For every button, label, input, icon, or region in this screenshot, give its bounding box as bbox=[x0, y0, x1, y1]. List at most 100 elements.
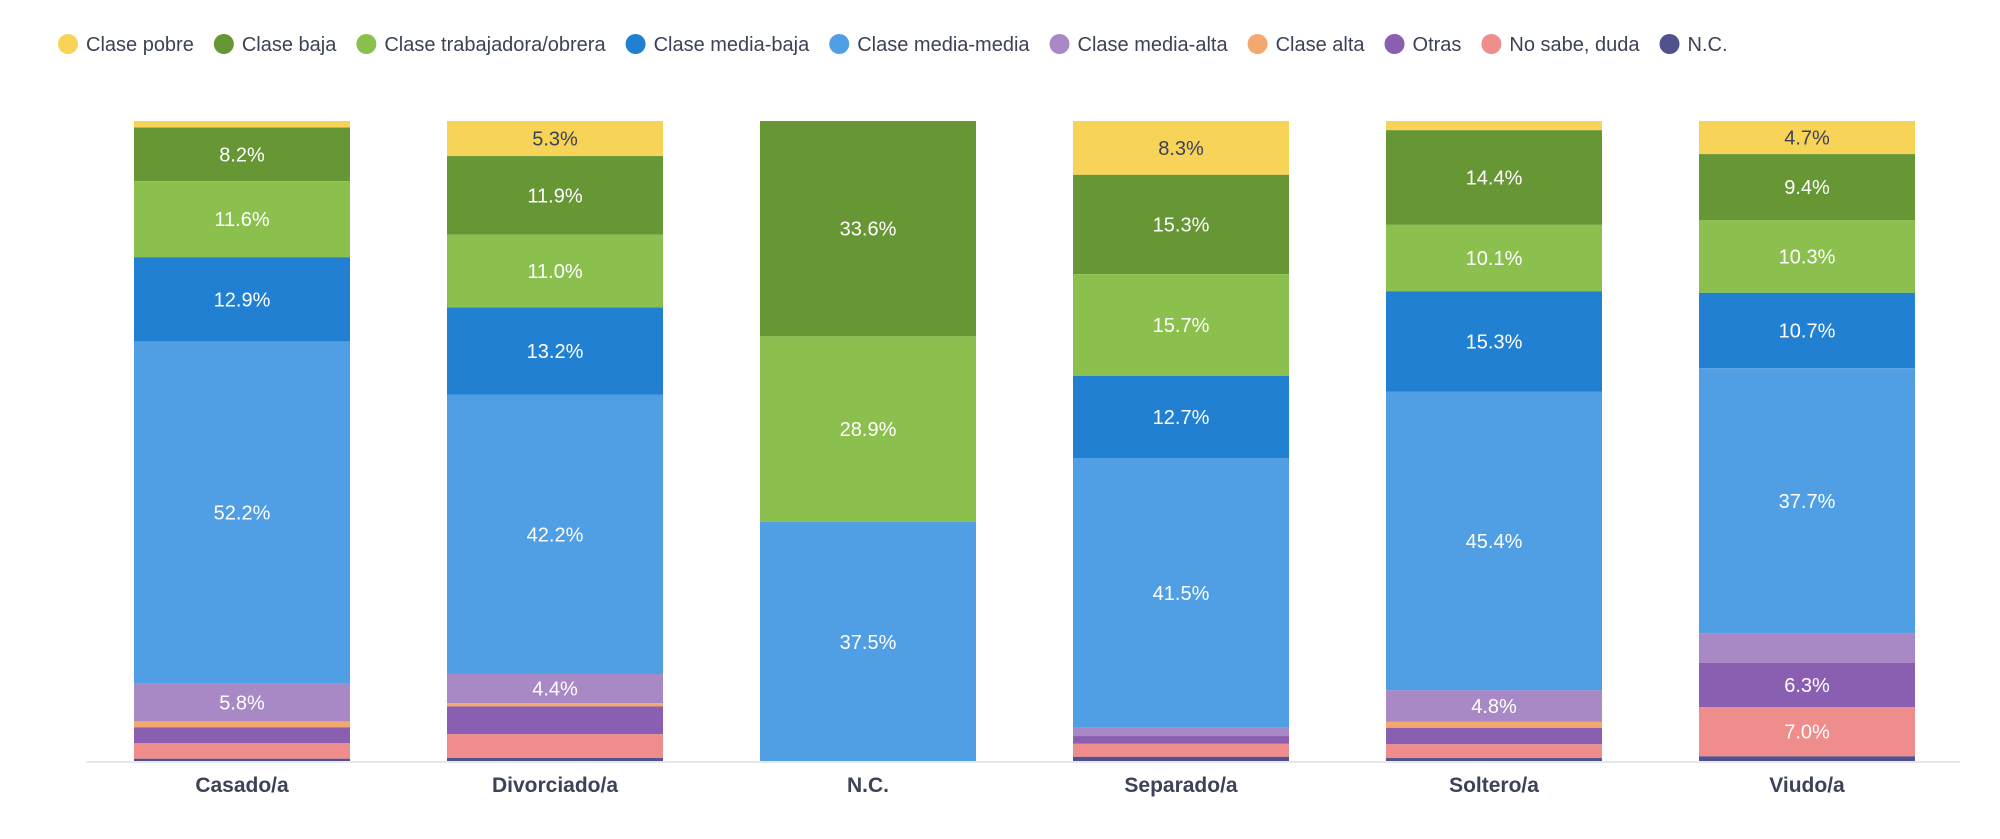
bar-segment-soltero-a-clase-alta[interactable] bbox=[1386, 721, 1602, 728]
legend-item-clase-alta[interactable]: Clase alta bbox=[1247, 34, 1366, 56]
legend-swatch-clase-alta bbox=[1247, 34, 1268, 54]
bar-segment-soltero-a-clase-media-baja[interactable] bbox=[1386, 291, 1602, 392]
bar-segment-separado-a-clase-pobre[interactable] bbox=[1073, 121, 1289, 175]
legend-swatch-clase-baja bbox=[213, 34, 234, 54]
data-label: 37.5% bbox=[840, 632, 897, 654]
bar-segment-casado-a-no-sabe-duda[interactable] bbox=[134, 743, 350, 759]
bar-segment-soltero-a-n-c[interactable] bbox=[1386, 758, 1602, 762]
x-axis-labels: Casado/a Divorciado/a N.C. Separado/a Solter… bbox=[195, 774, 1845, 797]
bar-segment-n-c-clase-baja[interactable] bbox=[760, 121, 976, 337]
bar-segment-divorciado-a-clase-pobre[interactable] bbox=[447, 121, 663, 157]
bar-segment-viudo-a-clase-media-baja[interactable] bbox=[1699, 292, 1915, 369]
bar-segment-viudo-a-otras[interactable] bbox=[1699, 662, 1915, 708]
bar-segment-divorciado-a-clase-alta[interactable] bbox=[447, 703, 663, 707]
bar-segment-separado-a-otras[interactable] bbox=[1073, 736, 1289, 744]
data-label: 4.7% bbox=[1784, 128, 1830, 150]
bar-segment-viudo-a-clase-media-alta[interactable] bbox=[1699, 633, 1915, 663]
legend-item-clase-pobre[interactable]: Clase pobre bbox=[58, 34, 194, 56]
bar-segment-separado-a-clase-media-media[interactable] bbox=[1073, 458, 1289, 728]
legend-item-n-c[interactable]: N.C. bbox=[1659, 34, 1728, 56]
bar-segment-viudo-a-clase-pobre[interactable] bbox=[1699, 121, 1915, 155]
data-label: 4.8% bbox=[1471, 696, 1517, 718]
bar-segment-separado-a-clase-trabajadora-obrera[interactable] bbox=[1073, 274, 1289, 376]
bar-segment-divorciado-a-clase-media-alta[interactable] bbox=[447, 674, 663, 704]
bar-segment-divorciado-a-clase-trabajadora-obrera[interactable] bbox=[447, 234, 663, 308]
data-label: 5.3% bbox=[532, 129, 578, 151]
legend-item-no-sabe-duda[interactable]: No sabe, duda bbox=[1481, 34, 1640, 56]
bar-segment-casado-a-clase-baja[interactable] bbox=[134, 127, 350, 182]
legend-swatch-otras bbox=[1384, 34, 1405, 54]
bar-segment-separado-a-no-sabe-duda[interactable] bbox=[1073, 743, 1289, 757]
legend-label: Clase baja bbox=[242, 34, 337, 56]
bar-segment-separado-a-n-c[interactable] bbox=[1073, 756, 1289, 762]
bar-segment-n-c-clase-trabajadora-obrera[interactable] bbox=[760, 336, 976, 522]
data-label: 42.2% bbox=[527, 524, 584, 546]
bar-segment-separado-a-clase-baja[interactable] bbox=[1073, 174, 1289, 275]
data-label: 52.2% bbox=[214, 503, 271, 525]
data-label: 11.6% bbox=[214, 209, 269, 231]
bar-segment-casado-a-clase-media-alta[interactable] bbox=[134, 683, 350, 722]
legend-label: Otras bbox=[1413, 34, 1462, 56]
bar-group-soltero-a: 14.4% 10.1% 15.3% 45.4% 4.8% bbox=[1386, 121, 1602, 762]
x-tick-label: Viudo/a bbox=[1769, 774, 1845, 797]
legend-label: No sabe, duda bbox=[1509, 34, 1640, 56]
bar-segment-soltero-a-clase-trabajadora-obrera[interactable] bbox=[1386, 224, 1602, 292]
bar-segment-soltero-a-clase-media-media[interactable] bbox=[1386, 391, 1602, 691]
bar-segment-divorciado-a-no-sabe-duda[interactable] bbox=[447, 734, 663, 759]
bar-segment-soltero-a-no-sabe-duda[interactable] bbox=[1386, 744, 1602, 759]
bar-segment-divorciado-a-clase-media-baja[interactable] bbox=[447, 307, 663, 395]
bar-segment-viudo-a-no-sabe-duda[interactable] bbox=[1699, 707, 1915, 757]
bar-segment-casado-a-clase-pobre[interactable] bbox=[134, 121, 350, 128]
legend-swatch-clase-trabajadora-obrera bbox=[356, 34, 377, 54]
bar-segment-casado-a-clase-trabajadora-obrera[interactable] bbox=[134, 181, 350, 258]
bar-segment-viudo-a-n-c[interactable] bbox=[1699, 756, 1915, 762]
bar-segment-divorciado-a-clase-media-media[interactable] bbox=[447, 394, 663, 675]
bar-segment-casado-a-clase-media-media[interactable] bbox=[134, 341, 350, 684]
legend-item-clase-media-baja[interactable]: Clase media-baja bbox=[625, 34, 811, 56]
data-label: 8.3% bbox=[1158, 138, 1204, 160]
x-tick-label: Divorciado/a bbox=[492, 774, 618, 797]
bar-segment-n-c-clase-media-media[interactable] bbox=[760, 521, 976, 762]
bar-segment-soltero-a-clase-pobre[interactable] bbox=[1386, 121, 1602, 131]
legend-label: Clase media-media bbox=[857, 34, 1030, 56]
legend-swatch-clase-media-baja bbox=[625, 34, 646, 54]
x-tick-label: Casado/a bbox=[195, 774, 289, 797]
bar-group-casado-a: 8.2% 11.6% 12.9% 52.2% 5.8% bbox=[134, 121, 350, 762]
data-label: 5.8% bbox=[219, 692, 265, 714]
x-tick-label: Separado/a bbox=[1124, 774, 1238, 797]
legend-swatch-n-c bbox=[1659, 34, 1680, 54]
bar-segment-soltero-a-clase-media-alta[interactable] bbox=[1386, 690, 1602, 722]
legend-label: Clase alta bbox=[1276, 34, 1366, 56]
bar-group-viudo-a: 4.7% 9.4% 10.3% 10.7% 37.7% 6.3% 7.0% bbox=[1699, 121, 1915, 762]
bar-segment-divorciado-a-clase-baja[interactable] bbox=[447, 156, 663, 235]
legend-item-clase-baja[interactable]: Clase baja bbox=[213, 34, 337, 56]
legend-item-clase-media-alta[interactable]: Clase media-alta bbox=[1049, 34, 1229, 56]
legend: Clase pobre Clase baja Clase trabajadora/o… bbox=[58, 34, 1728, 56]
data-label: 9.4% bbox=[1784, 177, 1830, 199]
legend-swatch-no-sabe-duda bbox=[1481, 34, 1502, 54]
bar-group-n-c: 33.6% 28.9% 37.5% bbox=[760, 121, 976, 762]
data-label: 12.7% bbox=[1153, 407, 1210, 429]
bar-segment-viudo-a-clase-media-media[interactable] bbox=[1699, 368, 1915, 634]
bar-segment-divorciado-a-otras[interactable] bbox=[447, 706, 663, 735]
legend-item-clase-trabajadora-obrera[interactable]: Clase trabajadora/obrera bbox=[356, 34, 606, 56]
bar-segment-casado-a-clase-alta[interactable] bbox=[134, 721, 350, 728]
bar-segment-soltero-a-clase-baja[interactable] bbox=[1386, 130, 1602, 225]
bar-segment-soltero-a-otras[interactable] bbox=[1386, 727, 1602, 745]
data-label: 12.9% bbox=[214, 289, 271, 311]
bar-group-separado-a: 8.3% 15.3% 15.7% 12.7% 41.5% bbox=[1073, 121, 1289, 762]
legend-label: Clase media-alta bbox=[1078, 34, 1229, 56]
bar-segment-casado-a-n-c[interactable] bbox=[134, 758, 350, 762]
bar-segment-separado-a-clase-media-alta[interactable] bbox=[1073, 727, 1289, 737]
legend-item-clase-media-media[interactable]: Clase media-media bbox=[829, 34, 1030, 56]
bar-segment-separado-a-clase-media-baja[interactable] bbox=[1073, 375, 1289, 459]
bar-segment-casado-a-otras[interactable] bbox=[134, 727, 350, 744]
bar-segment-divorciado-a-n-c[interactable] bbox=[447, 758, 663, 762]
bar-segment-viudo-a-clase-baja[interactable] bbox=[1699, 154, 1915, 221]
data-label: 7.0% bbox=[1784, 722, 1830, 744]
data-label: 11.0% bbox=[527, 261, 582, 283]
bar-segment-casado-a-clase-media-baja[interactable] bbox=[134, 257, 350, 342]
legend-item-otras[interactable]: Otras bbox=[1384, 34, 1462, 56]
bar-segment-viudo-a-clase-trabajadora-obrera[interactable] bbox=[1699, 220, 1915, 293]
data-label: 37.7% bbox=[1779, 491, 1836, 513]
